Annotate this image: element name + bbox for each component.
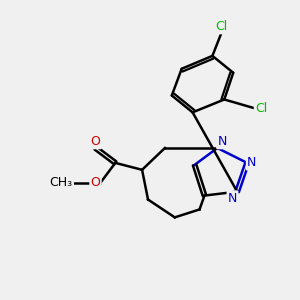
- Text: Cl: Cl: [215, 20, 227, 33]
- Text: O: O: [91, 176, 100, 189]
- Text: Cl: Cl: [255, 102, 267, 115]
- Text: N: N: [247, 156, 256, 170]
- Text: N: N: [228, 192, 237, 205]
- Text: CH₃: CH₃: [50, 176, 73, 189]
- Text: O: O: [91, 135, 100, 148]
- Text: N: N: [218, 135, 227, 148]
